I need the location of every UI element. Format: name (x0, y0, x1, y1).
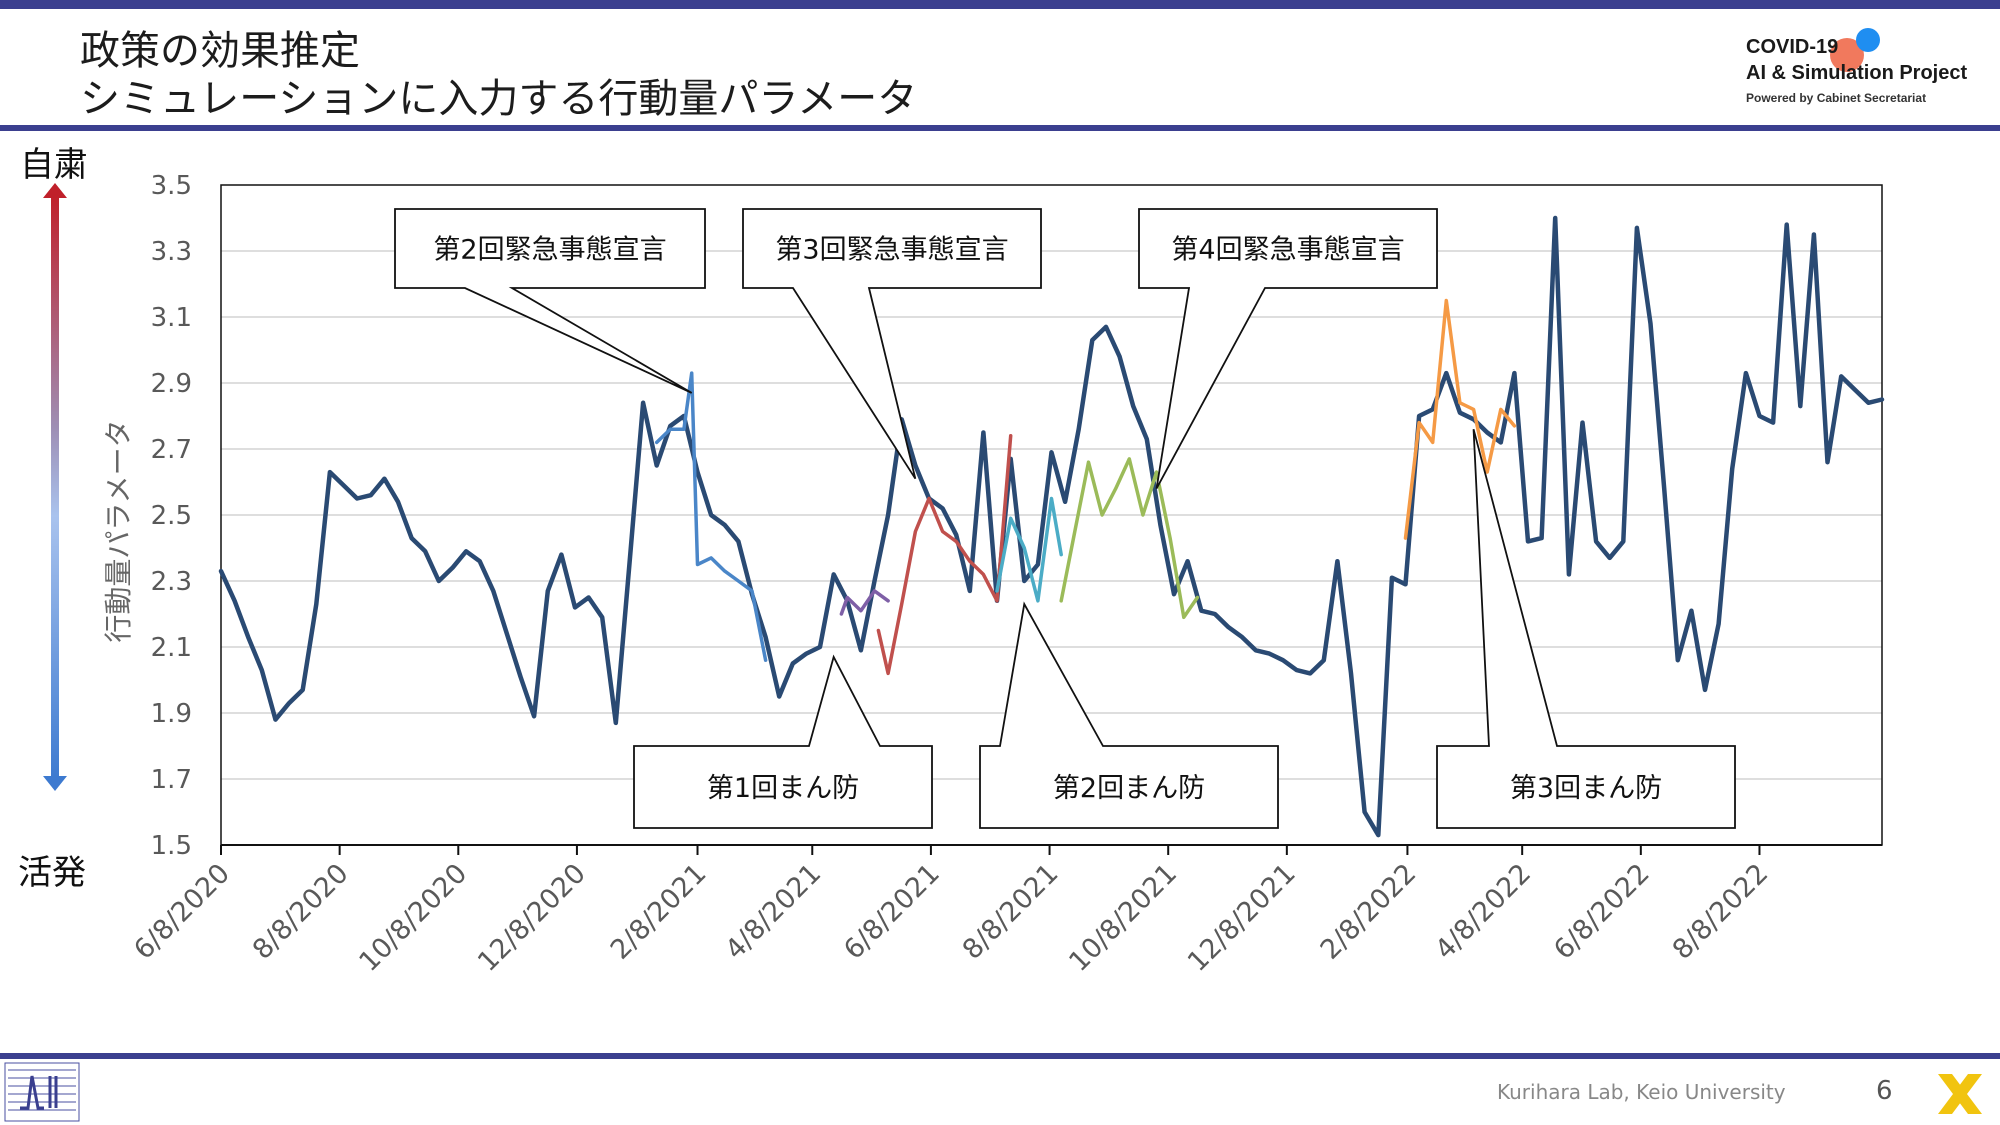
x-tick-label-6/8/2020: 6/8/2020 (128, 858, 236, 966)
page-title-line1: 政策の効果推定 (80, 28, 360, 74)
x-tick-label-2/8/2021: 2/8/2021 (605, 858, 713, 966)
callout-label-4: 第1回まん防 (707, 773, 859, 804)
y-tick-label-2.9: 2.9 (151, 369, 192, 399)
logo-line1: COVID-19 (1746, 36, 1839, 58)
footer-credit: Kurihara Lab, Keio University (1497, 1080, 1786, 1104)
x-tick-label-12/8/2021: 12/8/2021 (1182, 858, 1302, 978)
logo-line3: Powered by Cabinet Secretariat (1746, 91, 1927, 105)
arrow-shaft (51, 195, 59, 779)
header-divider-bar (0, 125, 2000, 131)
series-line-5 (995, 496, 1063, 603)
covid-ai-project-logo: COVID-19 AI & Simulation Project Powered… (1746, 28, 1986, 118)
logo-blue-dot-icon (1856, 28, 1880, 52)
arrow-up-head-icon (43, 183, 67, 198)
series-line-1 (218, 215, 1885, 838)
x-mark-logo-icon (1938, 1074, 1982, 1114)
callout-label-1: 第2回緊急事態宣言 (433, 235, 666, 266)
callout-label-3: 第4回緊急事態宣言 (1171, 235, 1404, 266)
callout-label-5: 第2回まん防 (1053, 773, 1205, 804)
series-line-4 (876, 434, 1013, 676)
intensity-arrow: 自粛 活発 (18, 145, 88, 893)
y-tick-label-3.5: 3.5 (151, 171, 192, 201)
x-tick-label-8/8/2021: 8/8/2021 (957, 858, 1065, 966)
page-number: 6 (1876, 1076, 1893, 1106)
y-tick-label-3.3: 3.3 (151, 237, 192, 267)
x-tick-label-6/8/2021: 6/8/2021 (838, 858, 946, 966)
x-tick-label-4/8/2021: 4/8/2021 (720, 858, 828, 966)
activity-parameter-chart: 1.5 1.7 1.9 2.1 2.3 2.5 2.7 2.9 3.1 3.3 3.5 6/8/202… (18, 145, 1885, 978)
y-tick-label-1.7: 1.7 (151, 765, 192, 795)
x-tick-label-8/8/2022: 8/8/2022 (1667, 858, 1775, 966)
y-tick-label-2.5: 2.5 (151, 501, 192, 531)
logo-line2: AI & Simulation Project (1746, 62, 1968, 84)
callout-label-2: 第3回緊急事態宣言 (775, 235, 1008, 266)
axes: 1.5 1.7 1.9 2.1 2.3 2.5 2.7 2.9 3.1 3.3 3.5 6/8/202… (128, 171, 1883, 978)
y-tick-label-1.5: 1.5 (151, 831, 192, 861)
x-tick-label-6/8/2022: 6/8/2022 (1548, 858, 1656, 966)
series-line-3 (839, 589, 890, 616)
arrow-bottom-label: 活発 (18, 853, 86, 893)
series-line-2 (654, 371, 768, 662)
callout-box-3 (1138, 208, 1438, 490)
callout-box-1 (394, 208, 706, 394)
series-line-6 (1059, 457, 1200, 620)
callout-box-2 (742, 208, 1042, 480)
grid-lines (221, 250, 1882, 780)
y-tick-label-2.1: 2.1 (151, 633, 192, 663)
x-tick-label-8/8/2020: 8/8/2020 (247, 858, 355, 966)
series-lines (218, 215, 1885, 838)
y-axis-title: 行動量パラメータ (102, 419, 135, 642)
footer-divider-bar (0, 1053, 2000, 1059)
callout-label-6: 第3回まん防 (1510, 773, 1662, 804)
arrow-down-head-icon (43, 776, 67, 791)
y-tick-label-1.9: 1.9 (151, 699, 192, 729)
x-tick-label-10/8/2020: 10/8/2020 (353, 858, 473, 978)
series-line-7 (1403, 298, 1517, 540)
callout-box-6 (1436, 428, 1736, 829)
x-tick-label-2/8/2022: 2/8/2022 (1315, 858, 1423, 966)
arrow-top-label: 自粛 (20, 145, 88, 185)
callout-box-5 (979, 601, 1279, 829)
x-tick-label-12/8/2020: 12/8/2020 (472, 858, 592, 978)
y-tick-label-3.1: 3.1 (151, 303, 192, 333)
kurihara-lab-logo-icon (4, 1062, 80, 1122)
x-tick-label-4/8/2022: 4/8/2022 (1429, 858, 1537, 966)
page-title-line2: シミュレーションに入力する行動量パラメータ (80, 76, 918, 122)
x-tick-label-10/8/2021: 10/8/2021 (1063, 858, 1183, 978)
callout-box-4 (633, 654, 933, 829)
top-brand-bar (0, 0, 2000, 9)
y-tick-label-2.7: 2.7 (151, 435, 192, 465)
y-tick-label-2.3: 2.3 (151, 567, 192, 597)
